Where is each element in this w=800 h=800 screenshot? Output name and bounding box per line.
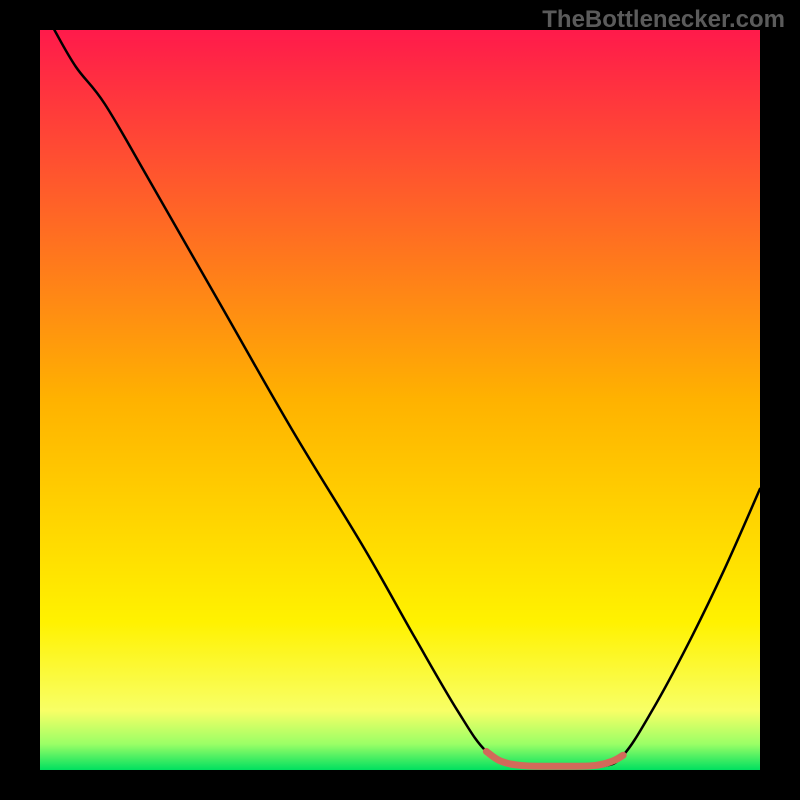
bottleneck-curve-chart (40, 30, 760, 770)
watermark-text: TheBottlenecker.com (542, 6, 785, 34)
plot-area (40, 30, 760, 770)
chart-canvas: TheBottlenecker.com (0, 0, 800, 800)
gradient-background (40, 30, 760, 770)
